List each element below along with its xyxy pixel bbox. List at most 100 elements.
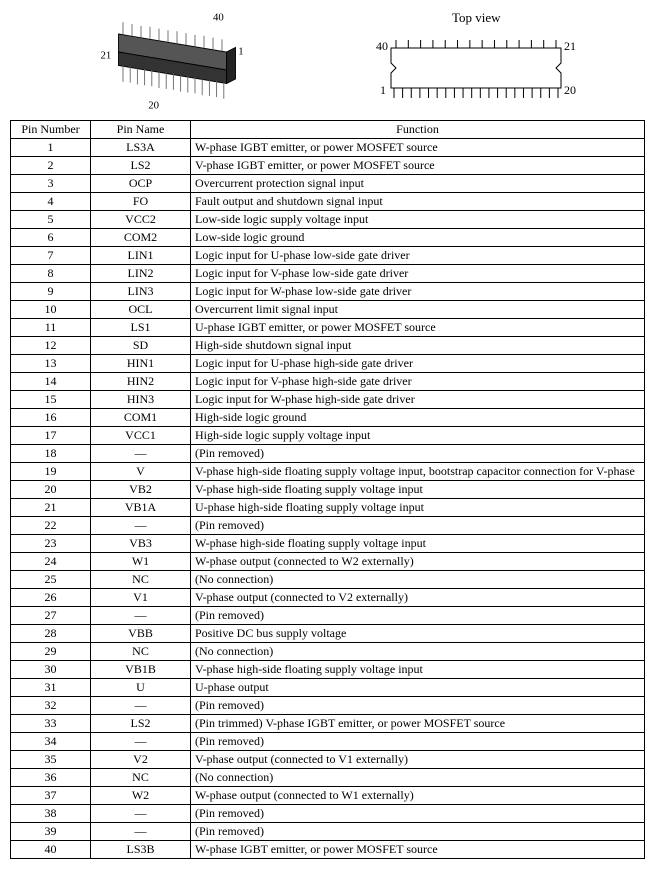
table-row: 35V2V-phase output (connected to V1 exte… bbox=[11, 751, 645, 769]
cell-function: V-phase IGBT emitter, or power MOSFET so… bbox=[191, 157, 645, 175]
cell-pin-name: LIN2 bbox=[91, 265, 191, 283]
cell-function: Overcurrent limit signal input bbox=[191, 301, 645, 319]
chip-topview-diagram: Top view 40 21 1 20 bbox=[366, 10, 586, 112]
table-row: 10OCLOvercurrent limit signal input bbox=[11, 301, 645, 319]
cell-pin-number: 33 bbox=[11, 715, 91, 733]
cell-function: (No connection) bbox=[191, 643, 645, 661]
table-row: 39—(Pin removed) bbox=[11, 823, 645, 841]
table-row: 6COM2Low-side logic ground bbox=[11, 229, 645, 247]
cell-function: V-phase high-side floating supply voltag… bbox=[191, 481, 645, 499]
table-row: 21VB1AU-phase high-side floating supply … bbox=[11, 499, 645, 517]
cell-function: U-phase IGBT emitter, or power MOSFET so… bbox=[191, 319, 645, 337]
cell-pin-name: LS3B bbox=[91, 841, 191, 859]
cell-pin-number: 6 bbox=[11, 229, 91, 247]
tv-label-20: 20 bbox=[564, 83, 576, 97]
cell-pin-name: — bbox=[91, 823, 191, 841]
iso-label-21: 21 bbox=[100, 49, 111, 61]
topview-pins-bottom bbox=[394, 88, 558, 98]
cell-pin-name: VBB bbox=[91, 625, 191, 643]
cell-function: Low-side logic supply voltage input bbox=[191, 211, 645, 229]
cell-function: W-phase IGBT emitter, or power MOSFET so… bbox=[191, 139, 645, 157]
table-row: 32—(Pin removed) bbox=[11, 697, 645, 715]
cell-pin-name: NC bbox=[91, 769, 191, 787]
cell-function: (Pin removed) bbox=[191, 517, 645, 535]
cell-pin-name: U bbox=[91, 679, 191, 697]
cell-pin-number: 18 bbox=[11, 445, 91, 463]
cell-function: Logic input for U-phase low-side gate dr… bbox=[191, 247, 645, 265]
cell-pin-number: 5 bbox=[11, 211, 91, 229]
cell-pin-name: — bbox=[91, 445, 191, 463]
cell-pin-name: — bbox=[91, 607, 191, 625]
cell-function: Logic input for V-phase low-side gate dr… bbox=[191, 265, 645, 283]
table-row: 31UU-phase output bbox=[11, 679, 645, 697]
cell-function: Overcurrent protection signal input bbox=[191, 175, 645, 193]
cell-pin-number: 29 bbox=[11, 643, 91, 661]
cell-pin-number: 3 bbox=[11, 175, 91, 193]
table-row: 14HIN2Logic input for V-phase high-side … bbox=[11, 373, 645, 391]
table-row: 11LS1U-phase IGBT emitter, or power MOSF… bbox=[11, 319, 645, 337]
cell-pin-number: 26 bbox=[11, 589, 91, 607]
table-row: 37W2W-phase output (connected to W1 exte… bbox=[11, 787, 645, 805]
table-row: 17VCC1High-side logic supply voltage inp… bbox=[11, 427, 645, 445]
cell-pin-name: — bbox=[91, 517, 191, 535]
table-row: 34—(Pin removed) bbox=[11, 733, 645, 751]
table-row: 5VCC2Low-side logic supply voltage input bbox=[11, 211, 645, 229]
cell-function: High-side logic ground bbox=[191, 409, 645, 427]
cell-pin-name: LIN1 bbox=[91, 247, 191, 265]
th-pin-name: Pin Name bbox=[91, 121, 191, 139]
table-row: 29NC(No connection) bbox=[11, 643, 645, 661]
tv-label-40: 40 bbox=[376, 39, 388, 53]
cell-pin-name: VB1A bbox=[91, 499, 191, 517]
chip-isometric-diagram: 40 1 21 20 bbox=[69, 11, 249, 111]
tv-label-21: 21 bbox=[564, 39, 576, 53]
cell-function: (Pin removed) bbox=[191, 823, 645, 841]
cell-pin-name: OCP bbox=[91, 175, 191, 193]
cell-pin-name: — bbox=[91, 805, 191, 823]
table-row: 23VB3W-phase high-side floating supply v… bbox=[11, 535, 645, 553]
cell-pin-name: HIN2 bbox=[91, 373, 191, 391]
tv-label-1: 1 bbox=[380, 83, 386, 97]
cell-pin-number: 31 bbox=[11, 679, 91, 697]
cell-pin-number: 35 bbox=[11, 751, 91, 769]
table-row: 22—(Pin removed) bbox=[11, 517, 645, 535]
cell-function: W-phase high-side floating supply voltag… bbox=[191, 535, 645, 553]
cell-pin-name: VCC1 bbox=[91, 427, 191, 445]
table-row: 15HIN3Logic input for W-phase high-side … bbox=[11, 391, 645, 409]
table-row: 18—(Pin removed) bbox=[11, 445, 645, 463]
table-row: 33LS2(Pin trimmed) V-phase IGBT emitter,… bbox=[11, 715, 645, 733]
cell-pin-number: 38 bbox=[11, 805, 91, 823]
cell-function: (Pin removed) bbox=[191, 697, 645, 715]
cell-function: (No connection) bbox=[191, 571, 645, 589]
cell-pin-name: VB2 bbox=[91, 481, 191, 499]
cell-pin-number: 4 bbox=[11, 193, 91, 211]
table-row: 24W1W-phase output (connected to W2 exte… bbox=[11, 553, 645, 571]
cell-pin-number: 9 bbox=[11, 283, 91, 301]
cell-pin-name: VCC2 bbox=[91, 211, 191, 229]
cell-pin-number: 36 bbox=[11, 769, 91, 787]
cell-pin-name: — bbox=[91, 697, 191, 715]
th-pin-number: Pin Number bbox=[11, 121, 91, 139]
topview-pins-top bbox=[396, 40, 556, 48]
cell-pin-number: 23 bbox=[11, 535, 91, 553]
table-row: 16COM1High-side logic ground bbox=[11, 409, 645, 427]
table-row: 20VB2V-phase high-side floating supply v… bbox=[11, 481, 645, 499]
cell-function: V-phase high-side floating supply voltag… bbox=[191, 661, 645, 679]
table-row: 7LIN1Logic input for U-phase low-side ga… bbox=[11, 247, 645, 265]
cell-pin-name: W2 bbox=[91, 787, 191, 805]
cell-function: (Pin removed) bbox=[191, 733, 645, 751]
cell-pin-name: NC bbox=[91, 571, 191, 589]
cell-pin-number: 40 bbox=[11, 841, 91, 859]
cell-pin-number: 30 bbox=[11, 661, 91, 679]
table-row: 25NC(No connection) bbox=[11, 571, 645, 589]
cell-pin-name: HIN3 bbox=[91, 391, 191, 409]
cell-pin-name: LS3A bbox=[91, 139, 191, 157]
table-row: 28VBBPositive DC bus supply voltage bbox=[11, 625, 645, 643]
cell-function: (Pin trimmed) V-phase IGBT emitter, or p… bbox=[191, 715, 645, 733]
table-row: 3OCPOvercurrent protection signal input bbox=[11, 175, 645, 193]
table-row: 12SDHigh-side shutdown signal input bbox=[11, 337, 645, 355]
cell-pin-number: 12 bbox=[11, 337, 91, 355]
table-header-row: Pin Number Pin Name Function bbox=[11, 121, 645, 139]
cell-pin-name: SD bbox=[91, 337, 191, 355]
cell-pin-number: 21 bbox=[11, 499, 91, 517]
cell-function: V-phase output (connected to V2 external… bbox=[191, 589, 645, 607]
